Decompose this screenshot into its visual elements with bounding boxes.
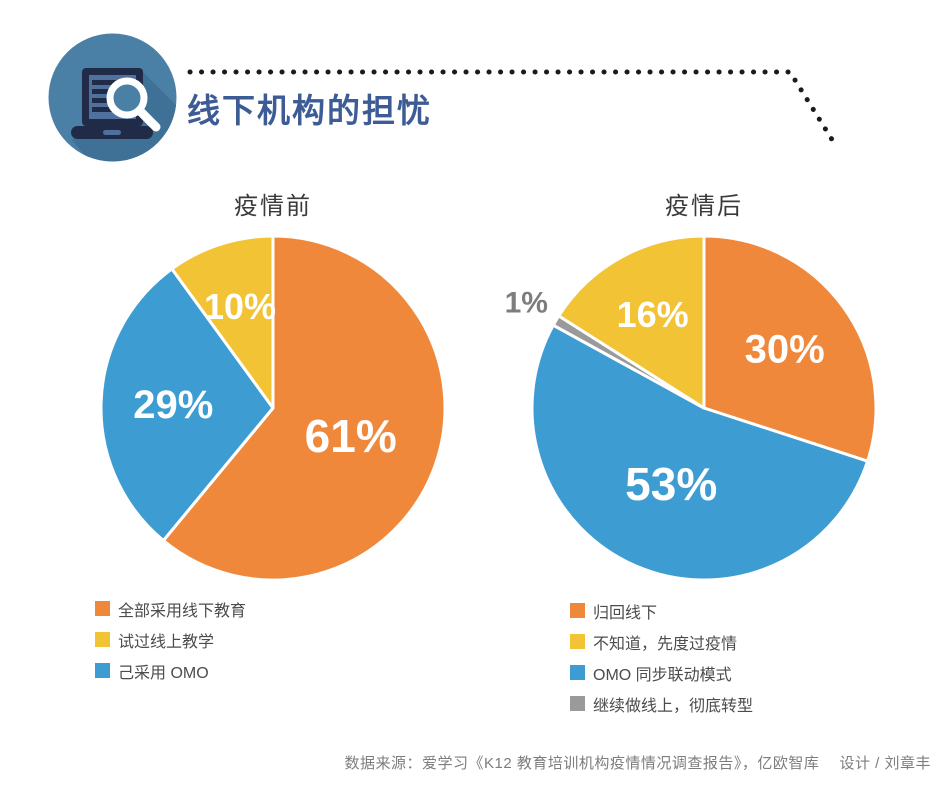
- slice-percent-label: 61%: [305, 410, 397, 462]
- legend-item: 己采用 OMO: [95, 663, 246, 682]
- legend-swatch: [570, 696, 585, 711]
- legend-before: 全部采用线下教育 试过线上教学 己采用 OMO: [95, 601, 246, 694]
- legend-swatch: [95, 601, 110, 616]
- pie-chart-after: 30% 53% 1% 16%: [505, 234, 878, 582]
- page-title: 线下机构的担忧: [187, 92, 432, 129]
- legend-item: 试过线上教学: [95, 632, 246, 651]
- legend-swatch: [570, 603, 585, 618]
- legend-item: 归回线下: [570, 603, 753, 622]
- pie-slice: [99, 267, 275, 543]
- legend-label: 全部采用线下教育: [118, 602, 247, 620]
- slice-percent-label: 53%: [625, 458, 717, 510]
- legend-swatch: [95, 663, 110, 678]
- legend-item: OMO 同步联动模式: [570, 665, 753, 684]
- slice-percent-label: 29%: [133, 383, 213, 427]
- pie-title-before: 疫情前: [234, 193, 312, 220]
- laptop-search-icon: [48, 33, 177, 162]
- pie-slice: [557, 234, 706, 410]
- pie-slice: [161, 234, 447, 582]
- pie-slice: [170, 234, 275, 410]
- pie-slice: [530, 323, 870, 582]
- legend-label: 己采用 OMO: [118, 664, 209, 682]
- legend-swatch: [570, 665, 585, 680]
- pie-title-after: 疫情后: [665, 193, 743, 220]
- slice-percent-label: 10%: [204, 286, 276, 327]
- legend-item: 不知道，先度过疫情: [570, 634, 753, 653]
- legend-swatch: [95, 632, 110, 647]
- slice-percent-label: 1%: [505, 286, 548, 319]
- source-note: 数据来源：爱学习《K12 教育培训机构疫情情况调查报告》，亿欧智库 设计 / 刘…: [344, 755, 931, 772]
- slice-percent-label: 30%: [745, 327, 825, 371]
- legend-label: OMO 同步联动模式: [593, 666, 732, 684]
- pie-chart-before: 61% 29% 10%: [99, 234, 447, 582]
- legend-label: 不知道，先度过疫情: [593, 635, 738, 653]
- legend-swatch: [570, 634, 585, 649]
- legend-label: 试过线上教学: [118, 633, 215, 651]
- legend-after: 归回线下不知道，先度过疫情 OMO 同步联动模式继续做线上，彻底转型: [570, 603, 753, 727]
- legend-item: 全部采用线下教育: [95, 601, 246, 620]
- legend-item: 继续做线上，彻底转型: [570, 696, 753, 715]
- slice-percent-label: 16%: [617, 294, 689, 335]
- magnifier-glyph: [106, 77, 161, 132]
- pie-slice: [702, 234, 878, 463]
- legend-label: 继续做线上，彻底转型: [593, 697, 754, 715]
- legend-label: 归回线下: [593, 604, 658, 622]
